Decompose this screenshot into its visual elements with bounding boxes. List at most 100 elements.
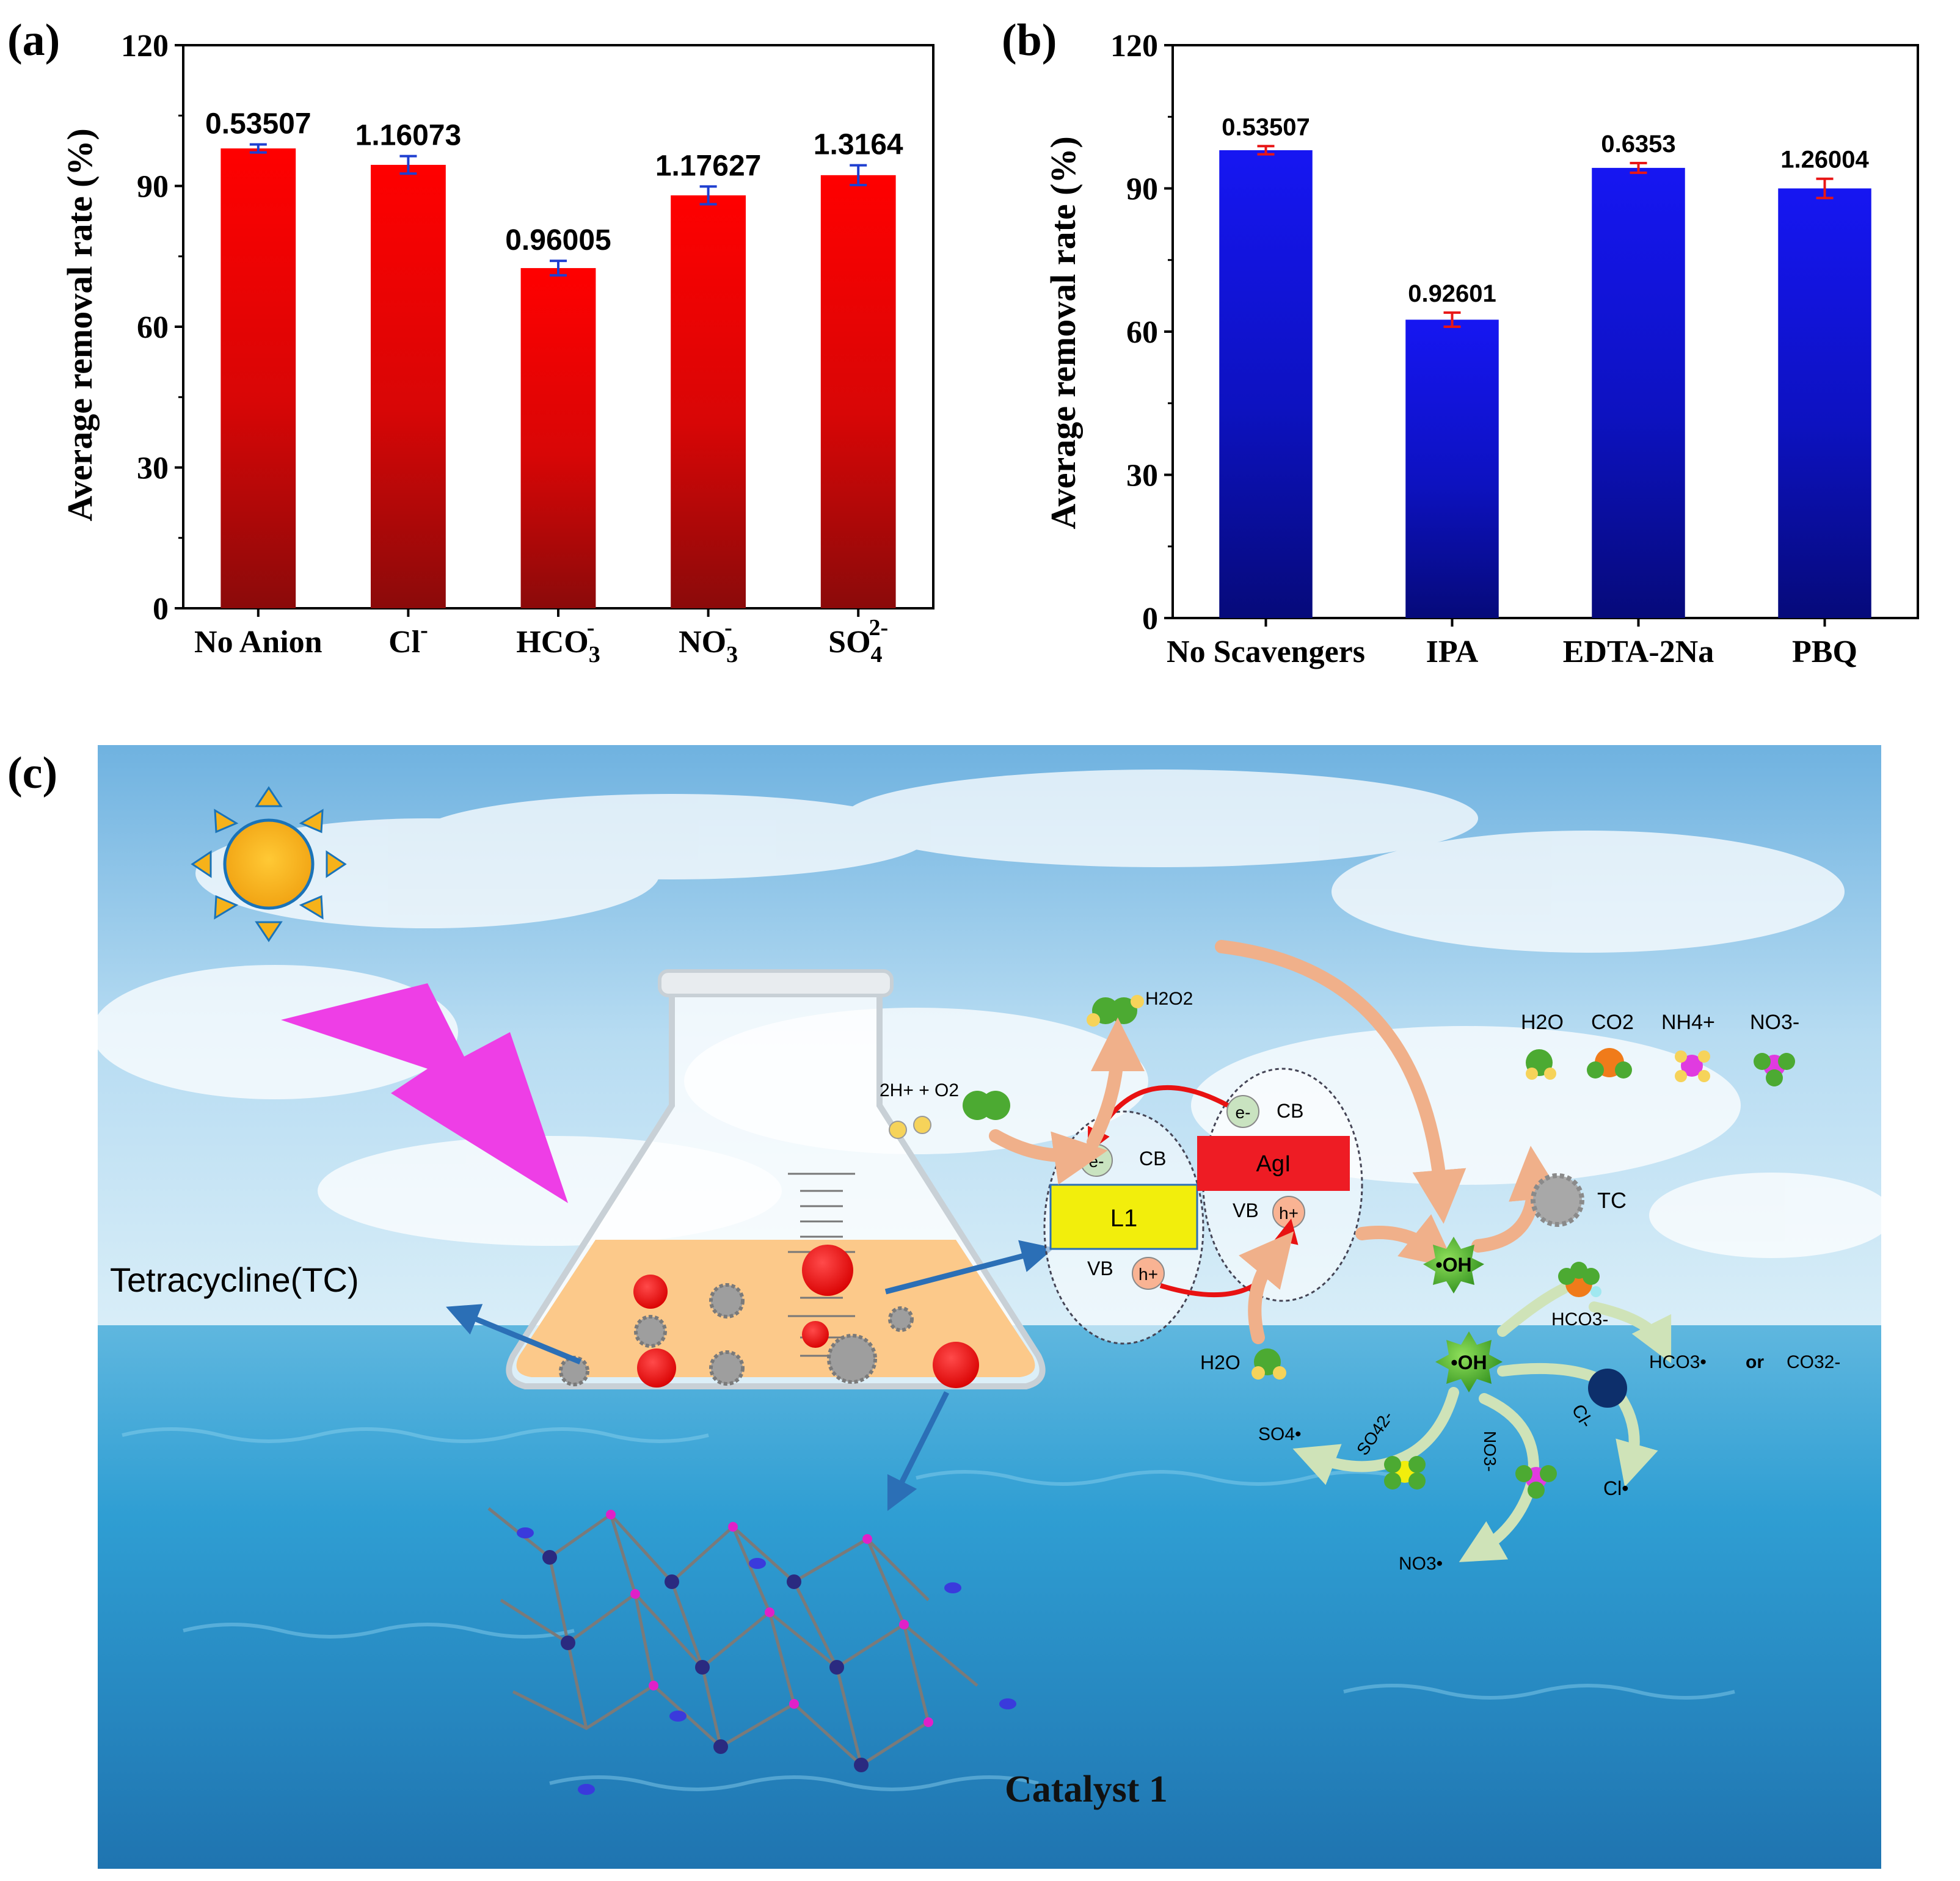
so4-molecule	[1384, 1456, 1426, 1490]
data-label: 0.92601	[1408, 280, 1496, 307]
vb-label-agi: VB	[1233, 1199, 1259, 1221]
cb-label-l1: CB	[1139, 1148, 1166, 1170]
or-label: or	[1746, 1352, 1764, 1372]
panel-b-label: (b)	[1002, 15, 1057, 65]
data-label: 1.3164	[814, 129, 903, 161]
h2o-label-left: H2O	[1200, 1352, 1240, 1373]
x-tick-label: SO42-	[828, 615, 888, 668]
hco3-minus-label: HCO3-	[1551, 1309, 1608, 1330]
product-co2: CO2	[1591, 1011, 1634, 1034]
y-tick-label: 120	[121, 29, 169, 64]
hole-label: h+	[1138, 1265, 1158, 1284]
x-tick-label: HCO3-	[516, 615, 600, 668]
bar	[671, 195, 746, 608]
chart-a-ylabel: Average removal rate (%)	[60, 128, 100, 522]
y-tick-label: 90	[1126, 172, 1158, 207]
bar	[1405, 319, 1499, 618]
cb-label-agi: CB	[1277, 1100, 1303, 1122]
data-label: 0.53507	[1222, 114, 1310, 140]
cl-ion-icon	[1588, 1369, 1627, 1408]
y-tick-label: 0	[153, 592, 169, 627]
chart-b-ylabel: Average removal rate (%)	[1043, 136, 1083, 529]
data-label: 0.6353	[1601, 131, 1675, 158]
hco3-radical-label: HCO3•	[1649, 1352, 1707, 1372]
hco3-molecule	[1558, 1262, 1601, 1297]
bar	[1219, 150, 1313, 618]
panel-c-label: (c)	[7, 748, 57, 798]
agi-label: AgI	[1256, 1151, 1291, 1177]
panel-a: (a) Average removal rate (%) 0 30 60 90 120 0…	[0, 0, 977, 690]
product-h2o: H2O	[1521, 1011, 1564, 1034]
bar	[1778, 188, 1871, 618]
no3-molecule	[1515, 1465, 1557, 1499]
product-molecules	[1526, 1048, 1795, 1086]
bar	[820, 175, 896, 608]
h2o2-label: H2O2	[1145, 989, 1193, 1009]
h2o-molecule	[1251, 1348, 1286, 1380]
x-tick-label: Cl-	[388, 617, 428, 660]
data-label: 1.16073	[355, 120, 462, 152]
products: H2O CO2 NH4+ NO3-	[1521, 1011, 1799, 1086]
data-label: 0.53507	[205, 107, 311, 140]
scheme-svg: (c)	[7, 745, 1893, 1869]
sea-background	[98, 1325, 1881, 1869]
flow-arrows	[989, 940, 1562, 1344]
y-tick-label: 30	[1126, 459, 1158, 493]
blue-arrows	[446, 1240, 1055, 1512]
lightning-bolt-icon	[281, 983, 568, 1203]
bar	[220, 148, 296, 609]
l1-band	[1049, 1184, 1198, 1250]
data-label: 0.96005	[505, 224, 611, 256]
catalyst-structure	[487, 1507, 1016, 1795]
chart-b-svg: (b) Average removal rate (%) 03060901200…	[1002, 15, 1919, 669]
y-tick-label: 90	[137, 170, 169, 205]
agi-band	[1197, 1136, 1350, 1191]
product-no3: NO3-	[1750, 1011, 1799, 1034]
bar	[520, 267, 596, 608]
bar	[1592, 167, 1685, 619]
o2-molecule	[889, 1091, 1010, 1139]
x-tick-label: NO3-	[679, 615, 738, 668]
x-tick-label: No Scavengers	[1167, 635, 1365, 669]
tetracycline-label: Tetracycline(TC)	[110, 1261, 359, 1299]
catalyst-particles	[633, 1245, 979, 1388]
no3-radical-label: NO3•	[1399, 1554, 1443, 1574]
no3-minus-label: NO3-	[1481, 1431, 1499, 1472]
chart-a-plot: 0 30 60 90 120 0.53507 No Anion 1.16073 Cl- 0.960…	[121, 29, 934, 668]
bar	[371, 164, 446, 608]
so4-radical-label: SO4•	[1258, 1424, 1302, 1444]
oh-label-1: •OH	[1435, 1254, 1471, 1276]
y-tick-label: 30	[137, 451, 169, 486]
tc-small-label: TC	[1597, 1188, 1627, 1213]
y-tick-label: 0	[1142, 602, 1158, 636]
hole-label-agi: h+	[1279, 1204, 1299, 1223]
vb-label-l1: VB	[1087, 1257, 1113, 1279]
chart-b-plot: 0 30 60 90 120 0.53507 No Scavengers 0.92601 IPA…	[1110, 29, 1919, 669]
oh-radical-icon	[1423, 1237, 1503, 1392]
sun-icon	[191, 786, 347, 942]
catalyst-label: Catalyst 1	[1005, 1769, 1168, 1810]
cl-radical-label: Cl•	[1603, 1477, 1628, 1499]
y-tick-label: 60	[1126, 315, 1158, 350]
x-tick-label: EDTA-2Na	[1563, 635, 1714, 669]
tc-molecule-icon	[1531, 1173, 1584, 1227]
panel-a-label: (a)	[7, 15, 60, 65]
data-label: 1.17627	[655, 150, 762, 182]
chart-a-svg: (a) Average removal rate (%) 03060901200…	[7, 15, 934, 668]
x-tick-label: PBQ	[1792, 635, 1857, 669]
product-nh4: NH4+	[1661, 1011, 1715, 1034]
y-tick-label: 120	[1110, 29, 1158, 64]
electron-label-agi: e-	[1236, 1103, 1251, 1122]
x-tick-label: No Anion	[194, 625, 322, 660]
electron-label: e-	[1089, 1152, 1104, 1171]
y-tick-label: 60	[137, 310, 169, 345]
oh-label-2: •OH	[1451, 1352, 1487, 1373]
x-tick-label: IPA	[1426, 635, 1479, 669]
clouds	[92, 770, 1893, 1258]
co3-label: CO32-	[1787, 1352, 1840, 1372]
panel-c: (c)	[0, 715, 1960, 1881]
data-label: 1.26004	[1780, 147, 1869, 173]
h-o2-label: 2H+ + O2	[880, 1080, 959, 1101]
panel-b: (b) Average removal rate (%) 0 30 60 90 120 0…	[977, 0, 1960, 690]
l1-label: L1	[1110, 1205, 1138, 1232]
